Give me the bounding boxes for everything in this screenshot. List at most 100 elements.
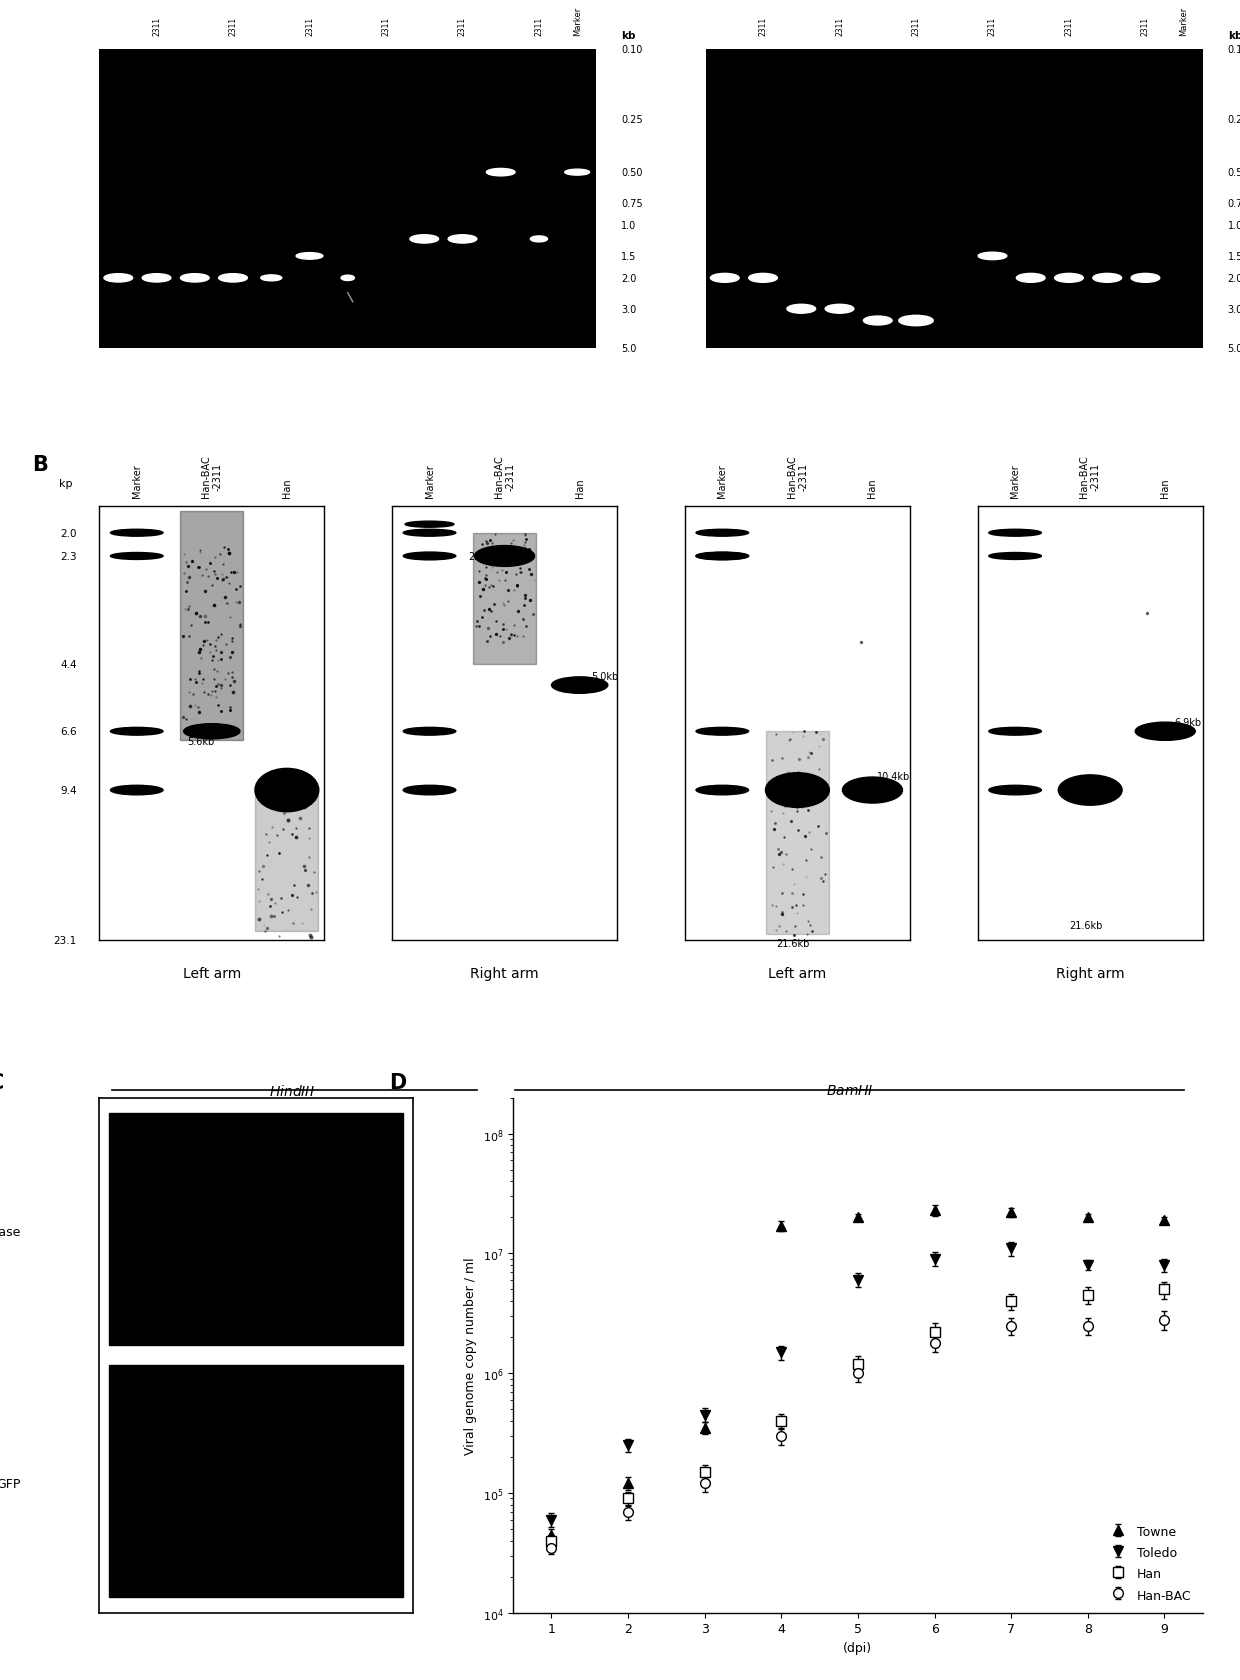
- Text: Han-BAC
-2311: Han-BAC -2311: [494, 455, 516, 497]
- Ellipse shape: [110, 786, 162, 795]
- Ellipse shape: [696, 786, 749, 795]
- Text: 2.3kb: 2.3kb: [469, 551, 496, 561]
- Bar: [766, 732, 828, 936]
- Ellipse shape: [711, 274, 739, 284]
- Text: Han: Han: [281, 479, 291, 497]
- Bar: [109, 1114, 403, 1346]
- X-axis label: (dpi): (dpi): [843, 1641, 873, 1655]
- Text: 3.0: 3.0: [1228, 304, 1240, 314]
- Ellipse shape: [405, 522, 454, 528]
- Text: 5.0kb: 5.0kb: [591, 672, 619, 682]
- Ellipse shape: [531, 237, 548, 242]
- Text: 0.25: 0.25: [1228, 116, 1240, 126]
- Ellipse shape: [1058, 776, 1122, 806]
- Text: 2311: 2311: [1064, 17, 1074, 35]
- Text: 5.6kb: 5.6kb: [187, 736, 215, 746]
- Ellipse shape: [978, 254, 1007, 260]
- Ellipse shape: [1136, 722, 1195, 741]
- Ellipse shape: [403, 553, 456, 561]
- Text: 0.10: 0.10: [1228, 45, 1240, 55]
- Text: B: B: [32, 454, 47, 474]
- Ellipse shape: [863, 318, 892, 326]
- Ellipse shape: [1055, 274, 1084, 284]
- Text: 0.75: 0.75: [1228, 198, 1240, 208]
- Text: 2311: 2311: [153, 17, 161, 35]
- Text: 2311: 2311: [759, 17, 768, 35]
- Text: 2311: 2311: [988, 17, 997, 35]
- Text: Left arm: Left arm: [769, 966, 827, 979]
- Text: 10.4kb: 10.4kb: [877, 771, 910, 781]
- Text: 1.5: 1.5: [1228, 252, 1240, 262]
- Ellipse shape: [988, 786, 1042, 795]
- Text: 2.0: 2.0: [61, 529, 77, 538]
- Text: Han-BAC
-2311: Han-BAC -2311: [786, 455, 808, 497]
- Text: 0.50: 0.50: [1228, 168, 1240, 178]
- Ellipse shape: [403, 529, 456, 538]
- Ellipse shape: [988, 553, 1042, 559]
- Ellipse shape: [825, 306, 854, 314]
- Ellipse shape: [104, 274, 133, 282]
- Text: Right arm: Right arm: [1056, 966, 1125, 979]
- Ellipse shape: [296, 254, 322, 260]
- Ellipse shape: [696, 553, 749, 559]
- Bar: [109, 1366, 403, 1598]
- Text: 2.0: 2.0: [621, 274, 636, 284]
- Text: 2311: 2311: [835, 17, 844, 35]
- Text: kb: kb: [621, 32, 636, 42]
- Text: $Bam$HI: $Bam$HI: [826, 1084, 873, 1097]
- Text: 5.0: 5.0: [1228, 343, 1240, 353]
- Text: Marker: Marker: [717, 464, 728, 497]
- Text: 2311: 2311: [228, 17, 238, 35]
- Ellipse shape: [143, 274, 171, 282]
- Ellipse shape: [1017, 274, 1045, 284]
- Ellipse shape: [403, 727, 456, 736]
- Text: Marker: Marker: [131, 464, 141, 497]
- Ellipse shape: [696, 553, 749, 561]
- Text: 5.0: 5.0: [621, 343, 636, 353]
- Bar: [255, 791, 319, 931]
- Text: 3.0: 3.0: [621, 304, 636, 314]
- Ellipse shape: [988, 727, 1042, 736]
- Ellipse shape: [255, 769, 319, 811]
- Ellipse shape: [184, 724, 241, 739]
- Text: Left arm: Left arm: [182, 966, 241, 979]
- Text: kp: kp: [58, 479, 72, 489]
- Text: 1.0: 1.0: [621, 220, 636, 230]
- Text: 2311: 2311: [911, 17, 920, 35]
- Text: D: D: [389, 1072, 407, 1092]
- Text: 1.5: 1.5: [621, 252, 636, 262]
- Text: 0.10: 0.10: [621, 45, 642, 55]
- Text: Marker: Marker: [1179, 7, 1188, 35]
- Text: Han-BAC
-2311: Han-BAC -2311: [201, 455, 223, 497]
- Ellipse shape: [1092, 274, 1121, 284]
- Text: 2311: 2311: [382, 17, 391, 35]
- Ellipse shape: [110, 529, 162, 538]
- Ellipse shape: [341, 276, 355, 281]
- Ellipse shape: [181, 274, 210, 282]
- Text: 2311: 2311: [1141, 17, 1149, 35]
- Text: 9.4: 9.4: [60, 786, 77, 796]
- Text: 23.1: 23.1: [53, 936, 77, 944]
- Text: 21.6kb: 21.6kb: [776, 937, 810, 948]
- Text: $Hind$III: $Hind$III: [269, 1084, 314, 1099]
- Legend: Towne, Toledo, Han, Han-BAC: Towne, Toledo, Han, Han-BAC: [1104, 1520, 1197, 1606]
- Ellipse shape: [564, 170, 590, 176]
- Ellipse shape: [765, 773, 830, 808]
- Text: Marker: Marker: [424, 464, 434, 497]
- Text: Phase: Phase: [0, 1225, 21, 1238]
- Ellipse shape: [552, 677, 608, 694]
- Ellipse shape: [110, 727, 162, 736]
- Ellipse shape: [260, 276, 281, 282]
- Text: 2.3: 2.3: [60, 551, 77, 561]
- Text: 2311: 2311: [458, 17, 467, 35]
- Bar: [180, 512, 243, 741]
- Text: Marker: Marker: [573, 7, 582, 35]
- Text: 6.6: 6.6: [60, 727, 77, 738]
- Ellipse shape: [696, 727, 749, 736]
- Text: 8kb: 8kb: [289, 771, 308, 781]
- Y-axis label: Viral genome copy number / ml: Viral genome copy number / ml: [464, 1257, 477, 1455]
- Bar: [474, 534, 536, 664]
- Text: 6.9kb: 6.9kb: [1174, 717, 1202, 727]
- Ellipse shape: [475, 546, 534, 568]
- Ellipse shape: [403, 786, 456, 795]
